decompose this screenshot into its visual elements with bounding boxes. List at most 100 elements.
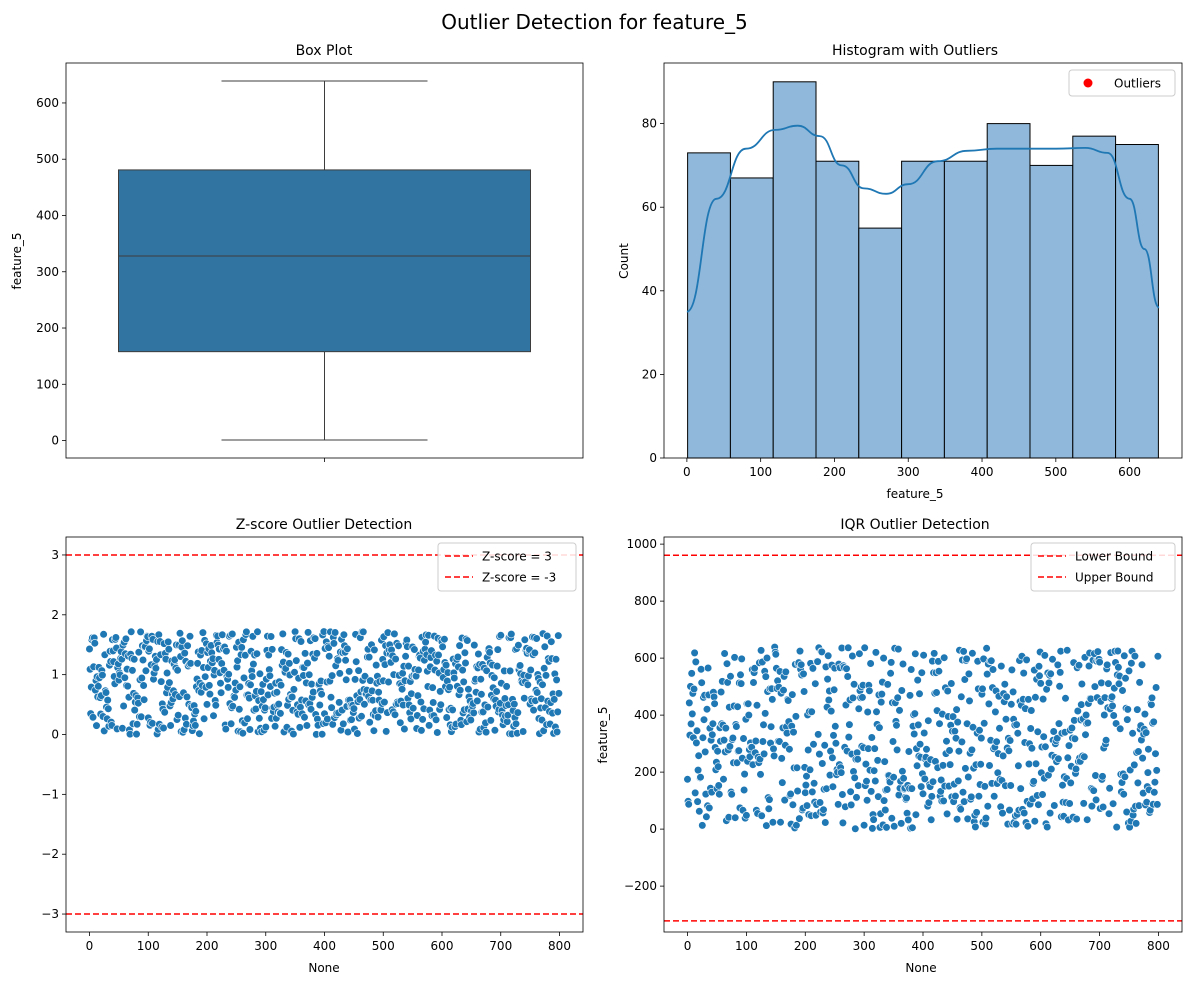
iqr-point (883, 680, 892, 689)
iqr-point (971, 822, 980, 832)
iqr-ytick-label: 1000 (626, 537, 657, 551)
iqr-point (1031, 759, 1041, 768)
iqr-point (721, 723, 730, 733)
iqr-point (849, 680, 859, 689)
iqr-point (1151, 749, 1160, 758)
zscore-point (228, 702, 237, 711)
iqr-point (1104, 809, 1114, 818)
zscore-point (303, 658, 312, 668)
zscore-point (552, 675, 561, 685)
iqr-point (887, 814, 896, 823)
iqr-point (788, 690, 797, 699)
iqr-point (698, 733, 708, 742)
iqr-point (808, 664, 818, 673)
iqr-point (1038, 694, 1048, 704)
box-ytick-label: 400 (36, 208, 59, 222)
zscore-point (391, 654, 400, 664)
iqr-point (1048, 655, 1057, 664)
zscore-point (302, 721, 312, 730)
iqr-point (1151, 683, 1161, 692)
zscore-point (547, 637, 556, 646)
iqr-point (902, 793, 911, 803)
iqr-point (686, 719, 696, 729)
iqr-point (844, 643, 853, 652)
iqr-point (1119, 790, 1128, 799)
zscore-point (533, 688, 542, 697)
iqr-point (1007, 665, 1017, 675)
iqr-point (1071, 764, 1081, 774)
iqr-point (854, 704, 863, 713)
iqr-point (848, 651, 857, 661)
iqr-point (875, 723, 884, 732)
histogram-ytick-label: 0 (649, 451, 657, 465)
iqr-point (951, 791, 960, 801)
iqr-point (845, 720, 854, 729)
iqr-point (967, 745, 977, 755)
histogram-ylabel: Count (617, 243, 631, 279)
iqr-point (1026, 724, 1035, 733)
zscore-ytick-label: 2 (51, 608, 59, 622)
iqr-point (766, 722, 776, 731)
iqr-point (1104, 679, 1113, 688)
iqr-point (683, 775, 692, 784)
iqr-point (859, 821, 869, 830)
iqr-point (968, 649, 977, 658)
zscore-point (228, 629, 237, 639)
iqr-point (991, 707, 1000, 717)
iqr-point (749, 678, 758, 687)
zscore-point (373, 712, 383, 722)
zscore-point (369, 726, 379, 735)
zscore-point (474, 649, 483, 659)
iqr-point (1013, 729, 1022, 738)
zscore-point (160, 708, 169, 717)
iqr-point (1045, 808, 1055, 818)
iqr-point (942, 809, 952, 819)
iqr-point (737, 654, 746, 664)
iqr-point (927, 792, 936, 801)
iqr-point (1108, 701, 1117, 711)
iqr-point (957, 737, 967, 747)
iqr-point (1150, 778, 1159, 787)
iqr-point (1004, 746, 1014, 755)
iqr-point (691, 657, 700, 667)
iqr-point (838, 790, 847, 799)
zscore-point (365, 718, 374, 727)
zscore-point (271, 722, 280, 731)
zscore-point (328, 671, 337, 680)
iqr-point (887, 658, 896, 667)
iqr-point (684, 800, 693, 809)
iqr-point (708, 719, 718, 728)
zscore-point (456, 686, 465, 695)
zscore-point (357, 712, 366, 721)
iqr-point (1063, 646, 1072, 655)
iqr-point (829, 685, 839, 694)
histogram-bar (858, 227, 903, 459)
histogram-ytick-label: 60 (642, 200, 657, 214)
zscore-point (291, 627, 300, 636)
iqr-point (769, 751, 779, 761)
histogram-bar (1029, 164, 1074, 459)
iqr-box (118, 169, 531, 353)
iqr-point (815, 798, 825, 807)
iqr-title: IQR Outlier Detection (840, 517, 989, 533)
zscore-point (272, 688, 282, 697)
zscore-point (301, 649, 310, 658)
iqr-point (726, 672, 735, 681)
iqr-point (792, 763, 802, 772)
zscore-marks: −3 −2 −1 0 1 2 3 0 100 200 300 400 500 600 700 800 Z-sco… (41, 536, 584, 953)
iqr-point (1131, 819, 1141, 828)
iqr-point (1035, 671, 1044, 680)
iqr-point (788, 800, 798, 809)
iqr-point (756, 646, 766, 655)
iqr-point (815, 749, 824, 759)
iqr-point (1081, 730, 1090, 739)
iqr-point (692, 738, 701, 748)
iqr-point (689, 684, 699, 694)
iqr-point (1054, 754, 1063, 763)
zscore-point (476, 675, 485, 684)
zscore-point (417, 726, 426, 735)
zscore-point (540, 664, 549, 673)
zscore-point (85, 644, 94, 654)
iqr-point (1103, 660, 1112, 670)
